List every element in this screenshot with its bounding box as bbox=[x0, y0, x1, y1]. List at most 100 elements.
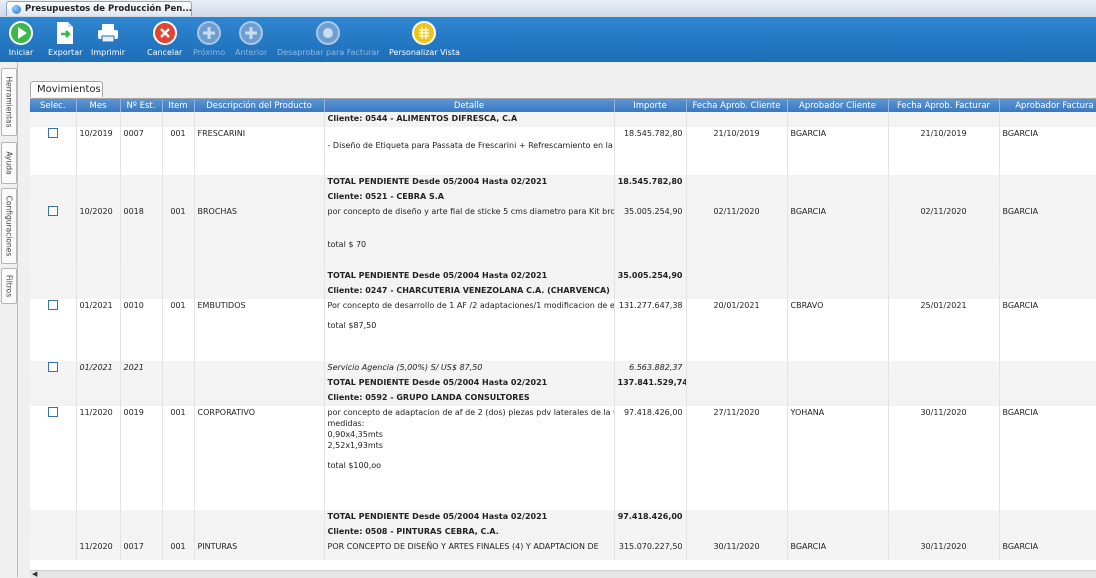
cell-fecha-cliente: 30/11/2020 bbox=[686, 540, 788, 560]
total-row: TOTAL PENDIENTE Desde 05/2004 Hasta 02/2… bbox=[30, 175, 1096, 190]
col-importe[interactable]: Importe bbox=[614, 99, 687, 112]
exportar-button[interactable]: Exportar bbox=[48, 20, 82, 57]
col-detalle[interactable]: Detalle bbox=[324, 99, 615, 112]
configuraciones-tab[interactable]: Configuraciones bbox=[1, 188, 17, 264]
total-row: TOTAL PENDIENTE Desde 05/2004 Hasta 02/2… bbox=[30, 510, 1096, 525]
filtros-label: Filtros bbox=[4, 274, 14, 298]
imprimir-button[interactable]: Imprimir bbox=[91, 20, 125, 57]
cell-aprobador-facturar: BGARCIA bbox=[999, 205, 1096, 269]
col-item[interactable]: Item bbox=[162, 99, 195, 112]
ayuda-tab[interactable]: Ayuda bbox=[1, 142, 17, 184]
cell-mes: 10/2020 bbox=[76, 205, 121, 269]
cell-desc: BROCHAS bbox=[194, 205, 325, 269]
detalle-total: total $ 70 bbox=[327, 240, 367, 249]
col-selec[interactable]: Selec. bbox=[30, 99, 77, 112]
col-fecha-cliente[interactable]: Fecha Aprob. Cliente bbox=[686, 99, 788, 112]
herramientas-tab[interactable]: Herramientas bbox=[1, 68, 17, 136]
document-tab[interactable]: Presupuestos de Producción Pen... bbox=[6, 1, 192, 16]
cancelar-label: Cancelar bbox=[147, 48, 183, 57]
cell-mes: 11/2020 bbox=[76, 540, 121, 560]
cell-nro: 0017 bbox=[120, 540, 163, 560]
cell-aprobador-cliente: BGARCIA bbox=[787, 540, 889, 560]
detalle-total: total $87,50 bbox=[327, 321, 377, 330]
cell-mes: 11/2020 bbox=[76, 406, 121, 510]
cell-desc: PINTURAS bbox=[194, 540, 325, 560]
cell-fecha-facturar: 25/01/2021 bbox=[888, 299, 1000, 361]
scroll-left-icon[interactable]: ◀ bbox=[32, 570, 38, 578]
cell-fecha-facturar: 21/10/2019 bbox=[888, 127, 1000, 175]
cell-fecha-facturar: 02/11/2020 bbox=[888, 205, 1000, 269]
client-row: Cliente: 0544 - ALIMENTOS DIFRESCA, C.A bbox=[30, 112, 1096, 127]
table-row[interactable]: 01/2021 0010 001 EMBUTIDOS Por concepto … bbox=[30, 299, 1096, 361]
select-checkbox[interactable] bbox=[47, 128, 58, 138]
desaprobar-button[interactable]: Desaprobar para Facturar bbox=[277, 20, 380, 57]
movements-grid: Selec. Mes Nº Est. Item Descripción del … bbox=[30, 98, 1096, 571]
total-importe: 18.545.782,80 bbox=[614, 175, 687, 190]
col-fecha-facturar[interactable]: Fecha Aprob. Facturar bbox=[888, 99, 1000, 112]
select-checkbox[interactable] bbox=[47, 362, 58, 372]
horizontal-scrollbar[interactable]: ◀ bbox=[30, 570, 1096, 578]
cell-detalle: por concepto de adaptacion de af de 2 (d… bbox=[324, 406, 615, 510]
cell-fecha-cliente: 02/11/2020 bbox=[686, 205, 788, 269]
cell-detalle: Servicio Agencia (5,00%) S/ US$ 87,50 bbox=[324, 361, 615, 376]
table-row[interactable]: 10/2020 0018 001 BROCHAS por concepto de… bbox=[30, 205, 1096, 269]
col-mes[interactable]: Mes bbox=[76, 99, 121, 112]
detalle-line: medidas: bbox=[327, 419, 365, 428]
select-checkbox[interactable] bbox=[47, 206, 58, 216]
cell-nro: 0018 bbox=[120, 205, 163, 269]
cell-desc: CORPORATIVO bbox=[194, 406, 325, 510]
client-row: Cliente: 0508 - PINTURAS CEBRA, C.A. bbox=[30, 525, 1096, 540]
cancelar-button[interactable]: Cancelar bbox=[147, 20, 182, 57]
col-descripcion[interactable]: Descripción del Producto bbox=[194, 99, 325, 112]
cell-nro: 2021 bbox=[120, 361, 163, 376]
cell-aprobador-facturar: BGARCIA bbox=[999, 299, 1096, 361]
total-importe: 137.841.529,74 bbox=[614, 376, 687, 391]
cell-nro: 0010 bbox=[120, 299, 163, 361]
cell-detalle: Por concepto de desarrollo de 1 AF /2 ad… bbox=[324, 299, 615, 361]
cell-aprobador-cliente: BGARCIA bbox=[787, 127, 889, 175]
tab-movimientos[interactable]: Movimientos bbox=[30, 81, 103, 97]
cell-aprobador-facturar: BGARCIA bbox=[999, 540, 1096, 560]
side-panel: Herramientas Ayuda Configuraciones Filtr… bbox=[0, 62, 18, 577]
detalle-text: por concepto de diseño y arte fial de st… bbox=[327, 207, 614, 216]
cell-importe: 131.277.647,38 bbox=[614, 299, 687, 361]
cell-fecha-facturar: 30/11/2020 bbox=[888, 540, 1000, 560]
printer-icon bbox=[98, 24, 119, 43]
cell-item: 001 bbox=[162, 299, 195, 361]
cell-detalle: - Diseño de Etiqueta para Passata de Fre… bbox=[324, 127, 615, 175]
col-nro-est[interactable]: Nº Est. bbox=[120, 99, 163, 112]
cell-nro: 0007 bbox=[120, 127, 163, 175]
total-row: TOTAL PENDIENTE Desde 05/2004 Hasta 02/2… bbox=[30, 376, 1096, 391]
select-checkbox[interactable] bbox=[47, 300, 58, 310]
total-label: TOTAL PENDIENTE Desde 05/2004 Hasta 02/2… bbox=[324, 510, 615, 525]
client-label: Cliente: 0247 - CHARCUTERIA VENEZOLANA C… bbox=[324, 284, 615, 299]
table-row[interactable]: 10/2019 0007 001 FRESCARINI - Diseño de … bbox=[30, 127, 1096, 175]
header-row: Selec. Mes Nº Est. Item Descripción del … bbox=[30, 99, 1096, 112]
table-row[interactable]: 11/2020 0017 001 PINTURAS POR CONCEPTO D… bbox=[30, 540, 1096, 560]
app-icon bbox=[12, 5, 21, 14]
select-checkbox[interactable] bbox=[47, 407, 58, 417]
client-label: Cliente: 0592 - GRUPO LANDA CONSULTORES bbox=[324, 391, 615, 406]
client-row: Cliente: 0521 - CEBRA S.A bbox=[30, 190, 1096, 205]
previous-icon bbox=[239, 21, 264, 45]
anterior-button[interactable]: Anterior bbox=[235, 20, 267, 57]
cell-item: 001 bbox=[162, 205, 195, 269]
iniciar-button[interactable]: Iniciar bbox=[8, 20, 34, 57]
col-aprobador-facturar[interactable]: Aprobador Factura bbox=[999, 99, 1096, 112]
cell-detalle: POR CONCEPTO DE DISEÑO Y ARTES FINALES (… bbox=[324, 540, 615, 560]
filtros-tab[interactable]: Filtros bbox=[1, 268, 17, 304]
agency-fee-row[interactable]: 01/2021 2021 Servicio Agencia (5,00%) S/… bbox=[30, 361, 1096, 376]
cell-item: 001 bbox=[162, 540, 195, 560]
cell-importe: 6.563.882,37 bbox=[614, 361, 687, 376]
proximo-button[interactable]: Próximo bbox=[193, 20, 225, 57]
next-icon bbox=[197, 21, 222, 45]
cell-desc: EMBUTIDOS bbox=[194, 299, 325, 361]
personalizar-button[interactable]: Personalizar Vista bbox=[389, 20, 460, 57]
desaprobar-label: Desaprobar para Facturar bbox=[277, 48, 380, 57]
personalizar-label: Personalizar Vista bbox=[389, 48, 460, 57]
col-aprobador-cliente[interactable]: Aprobador Cliente bbox=[787, 99, 889, 112]
grid-view-icon bbox=[412, 21, 437, 45]
client-row: Cliente: 0247 - CHARCUTERIA VENEZOLANA C… bbox=[30, 284, 1096, 299]
table-row[interactable]: 11/2020 0019 001 CORPORATIVO por concept… bbox=[30, 406, 1096, 510]
detalle-total: total $100,oo bbox=[327, 461, 382, 470]
